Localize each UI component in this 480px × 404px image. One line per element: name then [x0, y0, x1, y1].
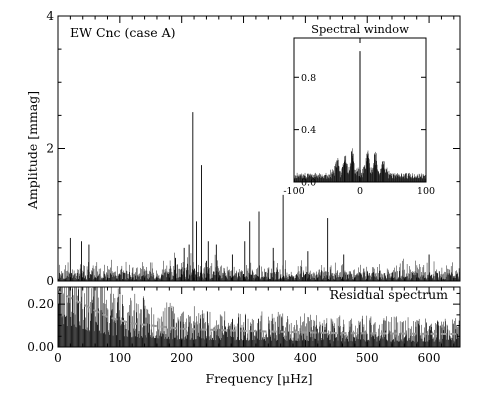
main-panel: 0 2 4 EW Cnc (case A) Amplitude [mmag]: [25, 9, 461, 288]
x-tick-label-1: 100: [108, 351, 131, 365]
residual-ticks: 0 100 200 300 400 500 600 0.00 0.20: [27, 287, 460, 365]
residual-panel-label: Residual spectrum: [330, 287, 449, 302]
spectral-window-curve: [294, 51, 426, 182]
inset-y-tick-label-2: 0.8: [301, 73, 316, 84]
inset-x-tick-label-0: -100: [283, 186, 304, 197]
main-panel-label: EW Cnc (case A): [70, 25, 176, 40]
inset-y-tick-label-1: 0.4: [301, 125, 316, 136]
main-y-tick-label-2: 4: [46, 9, 54, 23]
residual-panel: 0 100 200 300 400 500 600 0.00 0.20 Residual spe…: [27, 286, 461, 386]
inset-ticks: -100 0 100 0.0 0.4 0.8: [283, 38, 435, 197]
y-axis-title: Amplitude [mmag]: [25, 91, 40, 210]
inset-y-tick-label-0: 0.0: [301, 178, 316, 189]
x-tick-label-5: 500: [356, 351, 379, 365]
resid-y-tick-label-1: 0.20: [27, 297, 54, 311]
inset-panel: -100 0 100 0.0 0.4 0.8 Spectral window: [283, 22, 435, 197]
inset-x-tick-label-1: 0: [357, 186, 363, 197]
x-tick-label-2: 200: [170, 351, 193, 365]
inset-title: Spectral window: [311, 22, 409, 36]
main-ticks: 0 2 4: [46, 9, 460, 288]
main-y-tick-label-1: 2: [46, 142, 54, 156]
residual-noise-trend: [57, 290, 461, 336]
main-y-tick-label-0: 0: [46, 274, 54, 288]
x-tick-label-4: 400: [294, 351, 317, 365]
inset-x-tick-label-2: 100: [417, 186, 435, 197]
x-axis-title: Frequency [μHz]: [206, 371, 313, 386]
x-tick-label-0: 0: [54, 351, 62, 365]
resid-y-tick-label-0: 0.00: [27, 340, 54, 354]
x-tick-label-3: 300: [232, 351, 255, 365]
x-tick-label-6: 600: [418, 351, 441, 365]
